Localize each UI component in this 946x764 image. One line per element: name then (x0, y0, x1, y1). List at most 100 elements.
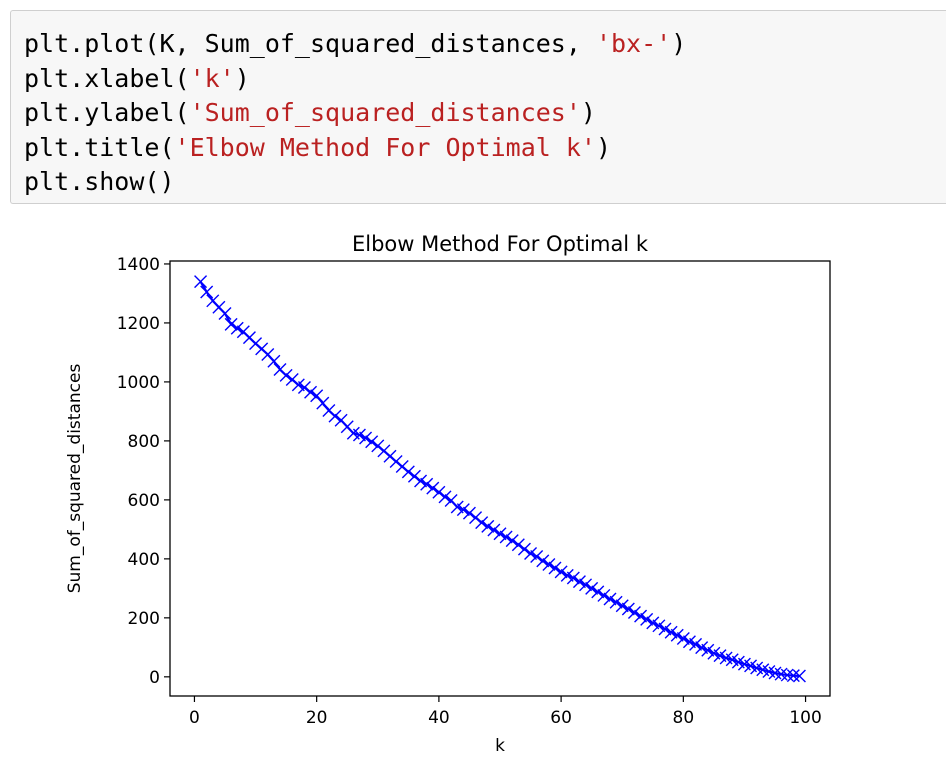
x-axis-label: k (495, 736, 505, 756)
data-point (297, 381, 311, 395)
code-line: plt.ylabel('Sum_of_squared_distances') (24, 96, 686, 131)
data-point (646, 616, 660, 630)
x-tick-label: 20 (306, 708, 328, 728)
data-point (371, 439, 385, 453)
data-point (304, 385, 318, 399)
data-point (279, 368, 293, 382)
code-token: plt.xlabel( (24, 63, 190, 93)
data-point (627, 606, 641, 620)
y-tick-label: 200 (128, 609, 160, 629)
data-point (499, 530, 513, 544)
x-tick-label: 100 (789, 708, 821, 728)
data-point (652, 619, 666, 633)
code-token: ) (580, 98, 596, 127)
data-point (664, 625, 678, 639)
code-token: plt.ylabel( (24, 98, 190, 127)
data-point (218, 306, 232, 320)
data-point (493, 527, 507, 541)
string-literal: 'Sum_of_squared_distances' (189, 98, 581, 127)
data-point (200, 285, 214, 299)
data-point (505, 534, 519, 548)
x-tick-label: 40 (428, 708, 450, 728)
data-point (566, 571, 580, 585)
data-point (780, 668, 794, 682)
data-point (579, 578, 593, 592)
code-line: plt.plot(K, Sum_of_squared_distances, 'b… (24, 27, 686, 62)
x-tick-label: 80 (673, 708, 695, 728)
data-point (328, 409, 342, 423)
data-point (469, 511, 483, 525)
code-token: plt.plot(K, Sum_of_squared_distances, (24, 29, 596, 58)
data-point (658, 622, 672, 636)
data-point (572, 575, 586, 589)
code-line: plt.xlabel('k') (24, 62, 686, 97)
data-point (407, 469, 421, 483)
code-editor[interactable]: plt.plot(K, Sum_of_squared_distances, 'b… (24, 27, 686, 200)
data-point (524, 547, 538, 561)
data-point (792, 669, 806, 683)
data-point (676, 631, 690, 645)
data-point (230, 321, 244, 335)
data-point (224, 317, 238, 331)
data-point (475, 516, 489, 530)
data-point (426, 481, 440, 495)
string-literal: 'Elbow Method For Optimal k' (174, 132, 596, 162)
y-axis-label: Sum_of_squared_distances (65, 364, 85, 594)
code-token: ) (671, 29, 687, 58)
data-point (420, 477, 434, 491)
data-point (609, 595, 623, 609)
data-point (352, 428, 366, 442)
data-point (517, 542, 531, 556)
data-point (401, 465, 415, 479)
code-token: plt.title( (24, 132, 175, 162)
code-line: plt.show() (24, 165, 686, 200)
y-tick-label: 1400 (117, 255, 160, 275)
data-point (640, 612, 654, 626)
data-point (670, 628, 684, 642)
data-point (786, 669, 800, 683)
data-point (615, 599, 629, 613)
y-tick-label: 1000 (117, 373, 160, 393)
string-literal: 'k' (189, 63, 235, 93)
code-cell[interactable]: plt.plot(K, Sum_of_squared_distances, 'b… (10, 10, 946, 204)
data-point (487, 523, 501, 537)
data-point (310, 389, 324, 403)
data-point (542, 557, 556, 571)
data-point (389, 455, 403, 469)
data-point (267, 354, 281, 368)
y-tick-label: 800 (128, 432, 160, 452)
data-point (462, 506, 476, 520)
data-point (438, 490, 452, 504)
y-tick-label: 0 (149, 668, 160, 688)
data-point (530, 550, 544, 564)
code-token: ) (234, 63, 250, 93)
code-token: ) (595, 132, 612, 162)
data-point (689, 637, 703, 651)
data-point (511, 538, 525, 552)
string-literal: 'bx-' (595, 29, 672, 58)
data-point (456, 503, 470, 517)
data-point (634, 609, 648, 623)
data-point (585, 581, 599, 595)
plot-frame (169, 260, 831, 697)
data-point (603, 592, 617, 606)
chart-title: Elbow Method For Optimal k (352, 232, 649, 256)
data-point (432, 485, 446, 499)
data-point (701, 643, 715, 657)
x-tick-label: 0 (189, 708, 200, 728)
data-point (591, 585, 605, 599)
data-point (365, 435, 379, 449)
data-point (554, 565, 568, 579)
y-tick-label: 400 (128, 550, 160, 570)
data-point (414, 474, 428, 488)
plot-area (170, 261, 830, 696)
code-line: plt.title('Elbow Method For Optimal k') (24, 131, 686, 166)
data-point (536, 554, 550, 568)
output-area: 0 20 40 60 80 100 0 200 400 600 800 1000 1200 1400 E… (0, 214, 946, 760)
data-point (359, 431, 373, 445)
y-tick-label: 1200 (117, 314, 160, 334)
data-point (774, 667, 788, 681)
data-point (548, 561, 562, 575)
y-tick-label: 600 (128, 491, 160, 511)
data-point (316, 396, 330, 410)
